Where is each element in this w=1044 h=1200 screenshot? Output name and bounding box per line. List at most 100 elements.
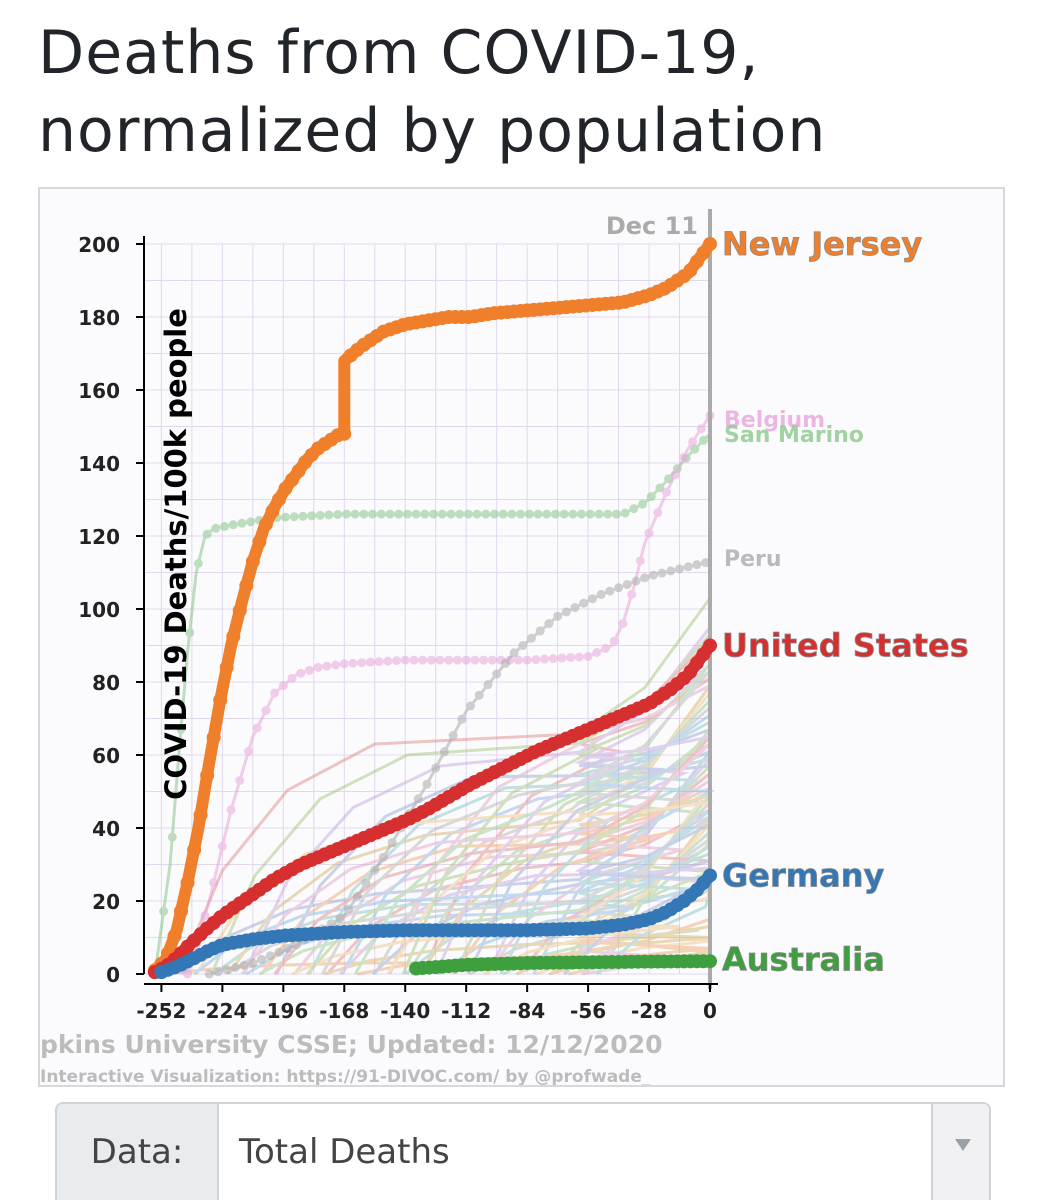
background-line (321, 670, 712, 975)
series-new-jersey (147, 237, 717, 978)
data-point (217, 841, 227, 851)
data-point (359, 509, 369, 519)
background-line (437, 844, 711, 976)
y-tick-label: 80 (92, 671, 120, 695)
data-point (487, 655, 497, 665)
chevron-down-icon[interactable] (931, 1104, 989, 1200)
data-point (230, 962, 240, 972)
data-point (618, 619, 628, 629)
x-tick-label: -140 (380, 999, 430, 1023)
background-line (486, 662, 712, 975)
background-line (404, 852, 711, 976)
data-point (435, 655, 445, 665)
data-point (206, 730, 221, 745)
data-point (331, 660, 341, 670)
data-point (481, 509, 491, 519)
data-point (200, 768, 215, 783)
data-point (313, 662, 323, 672)
data-point (479, 655, 489, 665)
data-point (248, 958, 258, 968)
data-point (570, 603, 580, 613)
data-point (296, 668, 306, 678)
data-point (246, 517, 256, 527)
data-point (522, 655, 532, 665)
data-point (159, 906, 169, 916)
data-point (466, 701, 476, 711)
data-point (274, 947, 284, 957)
data-point (577, 509, 587, 519)
y-tick-label: 60 (92, 744, 120, 768)
data-point (219, 660, 234, 675)
data-point (498, 509, 508, 519)
data-point (542, 509, 552, 519)
data-point (258, 517, 273, 532)
data-point (365, 657, 375, 667)
data-point (357, 658, 367, 668)
data-point (344, 904, 354, 914)
data-point (690, 444, 700, 454)
data-point (352, 891, 362, 901)
y-tick-label: 0 (106, 963, 120, 987)
background-line (260, 822, 711, 975)
data-point (220, 521, 230, 531)
data-point (439, 747, 449, 757)
data-point (176, 724, 186, 734)
series-label-australia: Australia (722, 940, 885, 978)
x-tick-label: -196 (258, 999, 308, 1023)
data-point (620, 508, 630, 518)
data-point (483, 680, 493, 690)
data-point (307, 511, 317, 521)
data-point (370, 865, 380, 875)
data-point (603, 509, 613, 519)
data-point (648, 570, 658, 580)
data-point (368, 509, 378, 519)
data-point (635, 556, 645, 566)
data-point (683, 562, 693, 572)
background-line (499, 720, 711, 975)
data-point (183, 969, 193, 979)
data-point (701, 558, 711, 568)
data-point (237, 518, 247, 528)
data-point (472, 509, 482, 519)
data-point (655, 483, 665, 493)
series-label-new-jersey: New Jersey (722, 225, 922, 263)
background-line (258, 794, 712, 976)
x-tick-label: -252 (136, 999, 186, 1023)
data-point (193, 558, 203, 568)
data-selector-value[interactable]: Total Deaths (239, 1132, 450, 1172)
data-point (657, 568, 667, 578)
data-point (455, 509, 465, 519)
data-point (339, 659, 349, 669)
data-point (209, 878, 219, 888)
data-point (524, 509, 534, 519)
data-point (239, 578, 254, 593)
x-tick-label: -56 (570, 999, 606, 1023)
data-point (289, 512, 299, 522)
x-tick-label: -84 (509, 999, 545, 1023)
data-point (222, 965, 232, 975)
data-point (200, 911, 210, 921)
data-point (213, 693, 228, 708)
background-line (434, 735, 711, 975)
data-point (609, 636, 619, 646)
data-point (526, 633, 536, 643)
data-point (614, 583, 624, 593)
background-line (273, 735, 712, 975)
data-point (646, 492, 656, 502)
background-line (401, 597, 712, 975)
data-point (287, 673, 297, 683)
data-point (422, 779, 432, 789)
data-point (703, 638, 717, 653)
data-selector[interactable]: Data: Total Deaths (55, 1102, 991, 1200)
data-point (692, 560, 702, 570)
series-san-marino (150, 432, 712, 979)
data-point (374, 657, 384, 667)
data-point (544, 619, 554, 629)
data-point (348, 658, 358, 668)
background-line (453, 669, 711, 975)
data-point (533, 509, 543, 519)
data-point (400, 655, 410, 665)
data-point (463, 509, 473, 519)
data-point (629, 504, 639, 514)
data-point (252, 534, 267, 549)
